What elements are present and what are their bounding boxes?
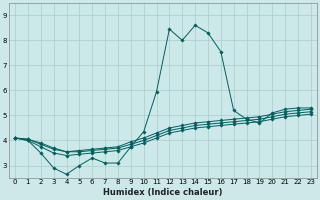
- X-axis label: Humidex (Indice chaleur): Humidex (Indice chaleur): [103, 188, 223, 197]
